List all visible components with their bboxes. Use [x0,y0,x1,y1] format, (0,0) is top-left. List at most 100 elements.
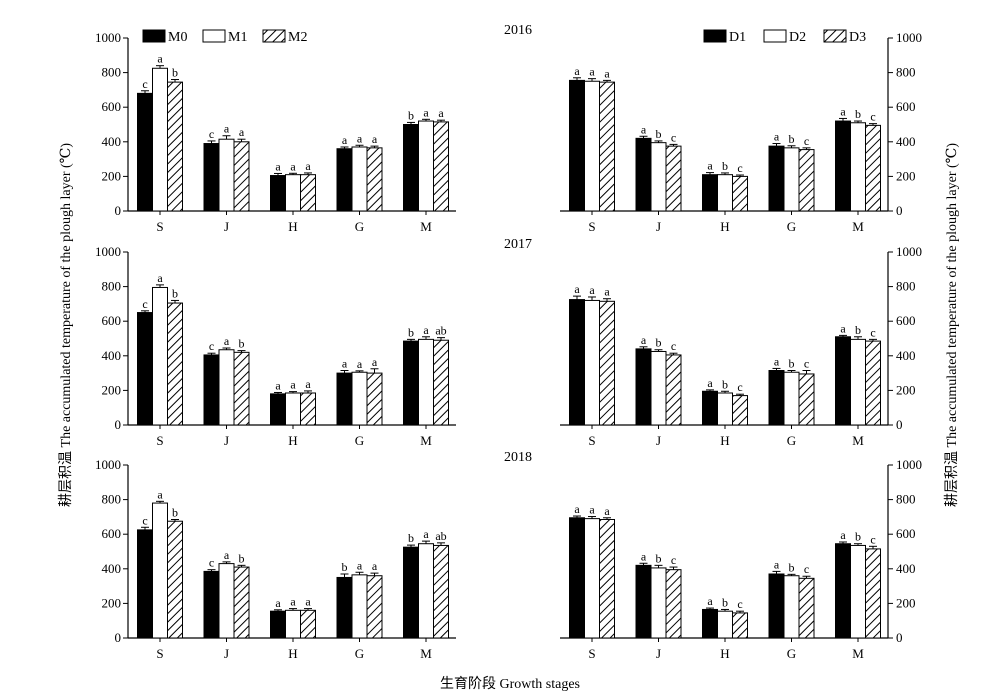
y-tick-label: 0 [115,417,122,432]
bar-M0-M [403,124,419,212]
legend-swatch-M0 [142,29,166,43]
bar-D3-S [599,81,615,212]
y-tick-label: 0 [896,417,903,432]
significance-letter: b [789,357,795,371]
significance-letter: a [774,354,780,368]
significance-letter: a [157,487,163,501]
bar-D3-G [798,149,815,212]
significance-letter: c [209,556,214,570]
bar-D2-S [584,518,600,639]
significance-letter: b [408,325,414,339]
significance-letter: a [305,159,311,173]
significance-letter: a [357,357,363,371]
significance-letter: b [789,132,795,146]
significance-letter: a [224,334,230,348]
significance-letter: b [789,560,795,574]
legend-label-D2: D2 [789,30,806,45]
y-tick-label: 400 [102,134,122,149]
bar-M2-M [433,544,449,639]
bar-D2-S [584,80,600,212]
significance-letter: a [372,559,378,573]
bar-D3-H [732,612,748,639]
y-tick-label: 600 [102,526,122,541]
significance-letter: a [275,378,281,392]
significance-letter: c [870,325,875,339]
significance-letter: b [172,505,178,519]
significance-letter: a [604,504,610,518]
y-tick-label: 600 [896,99,916,114]
significance-letter: c [209,127,214,141]
significance-letter: a [342,133,348,147]
bar-M0-J [203,570,220,639]
legend-label-M1: M1 [228,30,247,45]
significance-letter: c [142,77,147,91]
bar-M0-H [270,175,286,212]
significance-letter: a [641,122,647,136]
significance-letter: a [275,159,281,173]
bar-D1-H [702,608,718,639]
x-tick-label: H [288,433,297,448]
bar-M0-G [336,576,353,639]
significance-letter: a [707,594,713,608]
significance-letter: c [209,339,214,353]
bar-M0-J [203,143,220,212]
bar-D1-M [835,336,851,426]
y-axis-label-left: 耕层积温 The accumulated temperature of the … [57,143,74,507]
bar-D3-S [599,300,615,426]
significance-letter: a [372,355,378,369]
legend-swatch-D1 [703,29,727,43]
bar-D3-M [865,548,881,639]
x-axis-label: 生育阶段 Growth stages [440,676,580,692]
x-tick-label: S [588,219,595,234]
significance-letter: c [737,380,742,394]
bar-D1-J [635,348,652,426]
x-tick-label: M [420,646,432,661]
y-tick-label: 400 [896,348,916,363]
x-tick-label: G [355,219,364,234]
significance-letter: a [707,376,713,390]
significance-letter: a [840,321,846,335]
legend-label-D3: D3 [849,30,866,45]
significance-letter: a [157,52,163,66]
y-tick-label: 400 [896,134,916,149]
y-tick-label: 800 [896,492,916,507]
bar-M1-M [418,120,434,212]
significance-letter: a [357,558,363,572]
x-tick-label: H [720,219,729,234]
y-axis-label-right: 耕层积温 The accumulated temperature of the … [943,143,960,507]
significance-letter: a [357,131,363,145]
y-tick-label: 200 [102,382,122,397]
y-tick-label: 0 [896,630,903,645]
bar-M2-J [233,141,250,212]
x-tick-label: J [224,219,229,234]
significance-letter: c [142,297,147,311]
significance-letter: a [275,596,281,610]
bar-M2-M [433,339,449,426]
significance-letter: c [671,339,676,353]
bar-D1-H [702,174,718,212]
bar-D1-S [569,299,585,426]
significance-letter: a [574,64,580,78]
bar-M1-M [418,543,434,639]
significance-letter: a [641,549,647,563]
significance-letter: b [239,337,245,351]
significance-letter: a [707,159,713,173]
significance-letter: a [423,527,429,541]
bar-D2-G [783,575,800,639]
x-tick-label: J [656,433,661,448]
bar-D2-H [717,610,733,639]
bar-D2-M [850,338,866,426]
bar-M1-S [152,286,168,426]
legend-swatch-M1 [202,29,226,43]
bar-D1-J [635,564,652,639]
significance-letter: a [305,377,311,391]
significance-letter: b [722,595,728,609]
y-tick-label: 1000 [95,244,121,259]
y-tick-label: 200 [896,168,916,183]
x-tick-label: J [656,646,661,661]
significance-letter: a [239,125,245,139]
bar-M1-G [351,146,368,212]
y-tick-label: 0 [896,203,903,218]
